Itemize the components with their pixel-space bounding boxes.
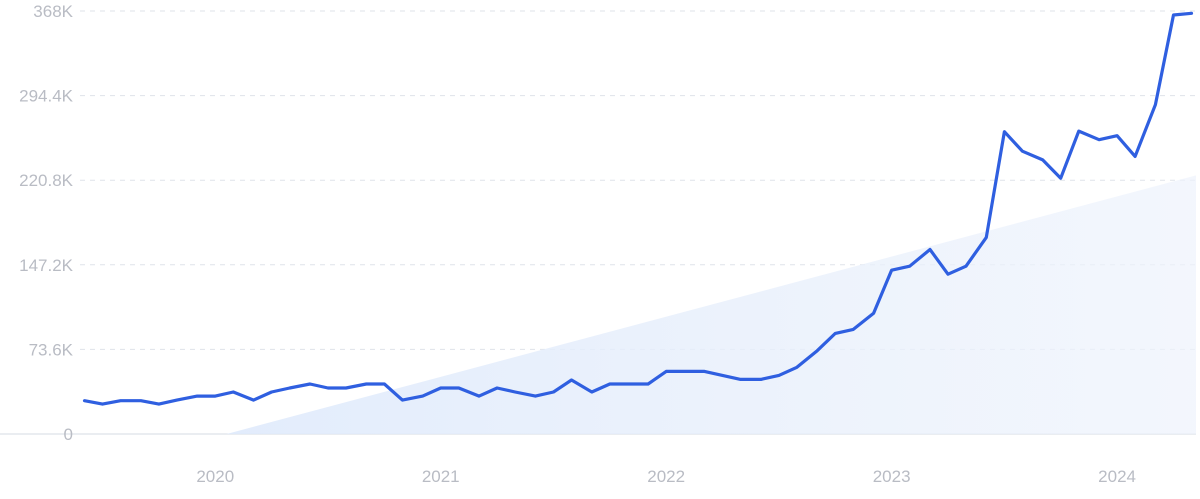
trend-area-fill — [226, 175, 1196, 434]
y-tick-label: 220.8K — [19, 171, 74, 190]
y-tick-label: 368K — [33, 2, 73, 21]
y-tick-label: 294.4K — [19, 87, 74, 106]
x-tick-label: 2021 — [422, 467, 460, 486]
series-line — [82, 11, 1194, 406]
series-layer — [82, 11, 1194, 406]
y-tick-label: 73.6K — [29, 340, 74, 359]
y-axis-ticks: 0 73.6K 147.2K 220.8K 294.4K 368K — [19, 2, 74, 444]
trend-area — [226, 175, 1196, 434]
y-tick-label: 147.2K — [19, 256, 74, 275]
x-axis-ticks: 2020 2021 2022 2023 2024 — [196, 467, 1136, 486]
y-tick-label: 0 — [64, 425, 73, 444]
x-tick-label: 2024 — [1098, 467, 1136, 486]
x-tick-label: 2023 — [873, 467, 911, 486]
x-tick-label: 2020 — [196, 467, 234, 486]
x-tick-label: 2022 — [647, 467, 685, 486]
